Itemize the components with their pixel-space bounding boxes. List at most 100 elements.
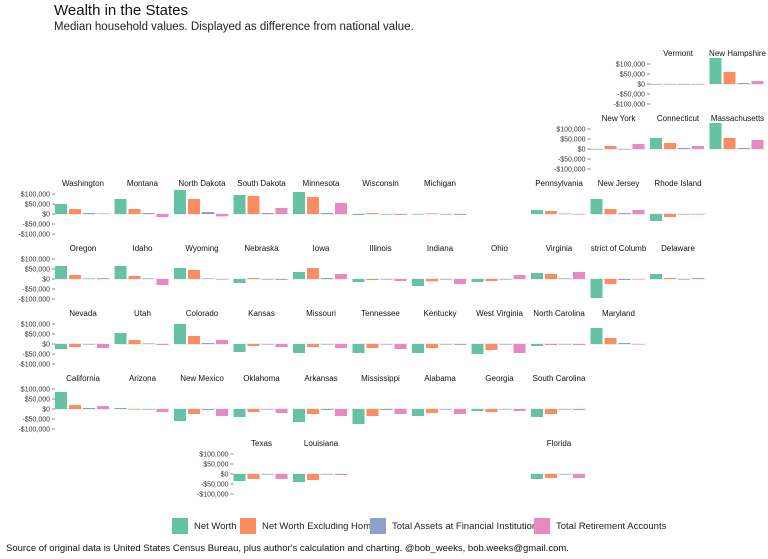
bar: [499, 409, 512, 410]
panel-label: Connecticut: [657, 114, 700, 123]
bar: [352, 409, 365, 424]
y-tick-label: $50,000: [560, 137, 585, 144]
y-tick-label: -$50,000: [617, 92, 645, 99]
source-note: Source of original data is United States…: [6, 543, 569, 554]
bar: [692, 278, 704, 279]
panel-label: Illinois: [369, 244, 391, 253]
bar: [531, 273, 543, 279]
bar: [513, 344, 526, 353]
bar: [97, 344, 109, 348]
bar: [174, 190, 186, 214]
bar: [97, 213, 109, 214]
bar: [499, 279, 512, 280]
bar: [412, 214, 424, 215]
bar: [261, 474, 274, 475]
y-tick-label: $0: [637, 82, 645, 89]
chart-title: Wealth in the States: [54, 2, 188, 19]
bar: [573, 474, 585, 478]
bar: [352, 214, 365, 215]
bar: [737, 83, 750, 84]
bar: [114, 199, 127, 214]
y-tick-label: $0: [42, 212, 50, 219]
bar: [426, 279, 438, 282]
bar: [618, 343, 631, 344]
bar: [545, 344, 557, 345]
bar: [335, 474, 347, 475]
panel-label: Nevada: [69, 309, 97, 318]
bar: [513, 275, 526, 279]
bar: [261, 344, 274, 345]
bar: [69, 209, 81, 214]
y-tick-label: -$100,000: [613, 102, 645, 109]
y-tick-label: $100,000: [21, 192, 50, 199]
bar: [321, 278, 333, 279]
panel-label: Washington: [62, 179, 104, 188]
bar: [233, 409, 246, 417]
y-tick-label: $100,000: [21, 257, 50, 264]
bar: [678, 214, 690, 215]
y-tick-label: -$50,000: [22, 352, 50, 359]
bar: [559, 278, 571, 279]
bar: [709, 123, 722, 149]
y-tick-label: $0: [42, 407, 50, 414]
panel-label: Texas: [251, 439, 272, 448]
panel-label: Kentucky: [424, 309, 457, 318]
bar: [216, 214, 228, 217]
chart-subtitle: Median household values. Displayed as di…: [54, 21, 414, 33]
bar: [69, 275, 81, 279]
bar: [174, 268, 186, 279]
panel-label: New Jersey: [598, 179, 640, 188]
panel-label: Colorado: [186, 309, 219, 318]
bar: [293, 344, 305, 353]
bar: [692, 146, 704, 149]
bar: [247, 409, 260, 412]
bar: [664, 143, 676, 149]
panel-label: Iowa: [313, 244, 330, 253]
bar: [83, 344, 95, 345]
bar: [559, 344, 571, 345]
bar: [440, 344, 452, 345]
panel-label: California: [66, 374, 100, 383]
bar: [559, 213, 571, 215]
y-tick-label: $50,000: [25, 202, 50, 209]
bar: [307, 409, 319, 414]
bar: [275, 208, 288, 214]
bar: [83, 408, 95, 409]
bar: [618, 213, 631, 214]
bar: [275, 279, 288, 280]
y-tick-label: $50,000: [25, 397, 50, 404]
bar: [471, 409, 484, 411]
bar: [97, 278, 109, 279]
bar: [559, 409, 571, 410]
bar: [618, 149, 631, 150]
bar: [188, 336, 200, 344]
legend-swatch-net-worth: [172, 518, 188, 534]
bar: [440, 409, 452, 410]
bar: [114, 333, 127, 344]
bar: [650, 84, 662, 85]
bar: [335, 203, 347, 214]
bar: [650, 274, 662, 279]
bar: [513, 409, 526, 411]
legend-swatch-net-worth-excl-home: [240, 518, 256, 534]
bar: [321, 213, 333, 214]
bar: [454, 344, 466, 345]
bar: [394, 214, 407, 215]
bar: [202, 409, 214, 410]
panel-label: Louisiana: [304, 439, 339, 448]
panel-label: Delaware: [661, 244, 695, 253]
bar: [366, 213, 379, 214]
panel-label: Minnesota: [303, 179, 340, 188]
bar: [335, 274, 347, 279]
panel-label: Oklahoma: [243, 374, 280, 383]
bar: [352, 344, 365, 353]
y-tick-label: -$100,000: [197, 492, 229, 499]
bar: [202, 212, 214, 214]
panel-label: New Hampshire: [709, 49, 766, 58]
bar: [335, 344, 347, 348]
bar: [531, 210, 543, 214]
bar: [394, 279, 407, 281]
bar: [321, 409, 333, 410]
panel-label: strict of Columb: [591, 244, 647, 253]
